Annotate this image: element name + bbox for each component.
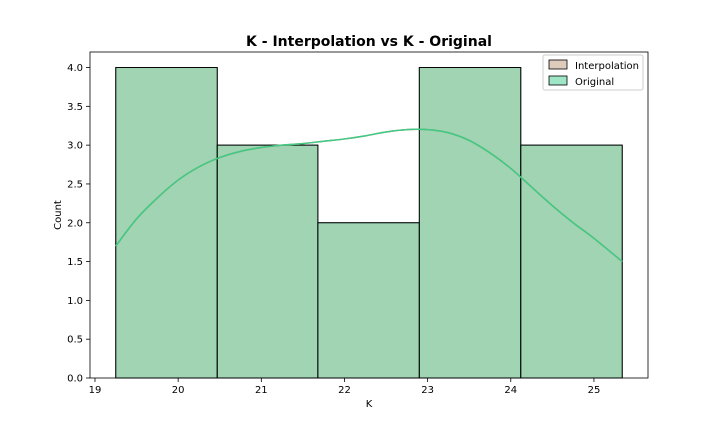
plot-frame xyxy=(89,51,649,379)
bar-original-2 xyxy=(317,222,420,379)
x-axis-label: K xyxy=(366,399,373,410)
bar-original-3 xyxy=(418,67,522,379)
y-tick-label: 1.5 xyxy=(67,257,83,268)
legend: Interpolation Original xyxy=(542,54,644,91)
legend-swatch-original xyxy=(548,75,568,86)
x-tick-label: 23 xyxy=(421,385,434,396)
legend-swatch-interpolation xyxy=(548,59,568,70)
y-tick-label: 4.0 xyxy=(67,63,83,74)
plot-area: 19 20 21 22 23 24 25 0.0 0.5 1.0 1.5 2.0 2.5 3.0 3.5 4… xyxy=(67,51,649,396)
y-tick-label: 0.0 xyxy=(67,374,83,385)
bar-original-1 xyxy=(216,144,319,379)
legend-label-original: Original xyxy=(575,77,614,88)
chart-title: K - Interpolation vs K - Original xyxy=(246,34,492,50)
x-tick-label: 24 xyxy=(504,385,517,396)
legend-label-interpolation: Interpolation xyxy=(575,61,639,72)
y-tick-label: 2.5 xyxy=(67,179,83,190)
legend-box xyxy=(542,54,644,91)
y-tick-label: 1.0 xyxy=(67,296,83,307)
x-tick-label: 25 xyxy=(588,385,601,396)
bar-original-4 xyxy=(520,144,623,379)
y-tick-label: 0.5 xyxy=(67,335,83,346)
x-tick-label: 20 xyxy=(172,385,185,396)
x-tick-label: 21 xyxy=(255,385,268,396)
kde-line-original xyxy=(115,128,623,263)
y-axis-label: Count xyxy=(53,200,64,230)
y-tick-label: 3.0 xyxy=(67,141,83,152)
bar-original-0 xyxy=(115,67,218,379)
y-tick-label: 2.0 xyxy=(67,218,83,229)
x-tick-label: 22 xyxy=(338,385,351,396)
y-tick-label: 3.5 xyxy=(67,102,83,113)
x-tick-label: 19 xyxy=(89,385,102,396)
